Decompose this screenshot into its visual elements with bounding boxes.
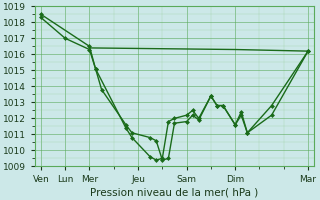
X-axis label: Pression niveau de la mer( hPa ): Pression niveau de la mer( hPa ) <box>90 187 259 197</box>
